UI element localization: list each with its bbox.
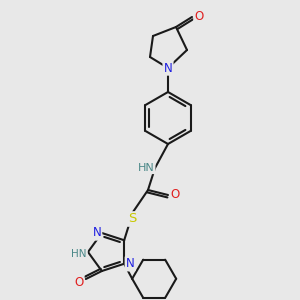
Text: N: N: [126, 257, 135, 270]
Text: O: O: [74, 275, 83, 289]
Text: HN: HN: [138, 163, 154, 173]
Text: O: O: [170, 188, 180, 202]
Text: N: N: [92, 226, 101, 239]
Text: S: S: [128, 212, 136, 226]
Text: N: N: [164, 61, 172, 74]
Text: O: O: [194, 10, 204, 22]
Text: HN: HN: [71, 249, 87, 259]
